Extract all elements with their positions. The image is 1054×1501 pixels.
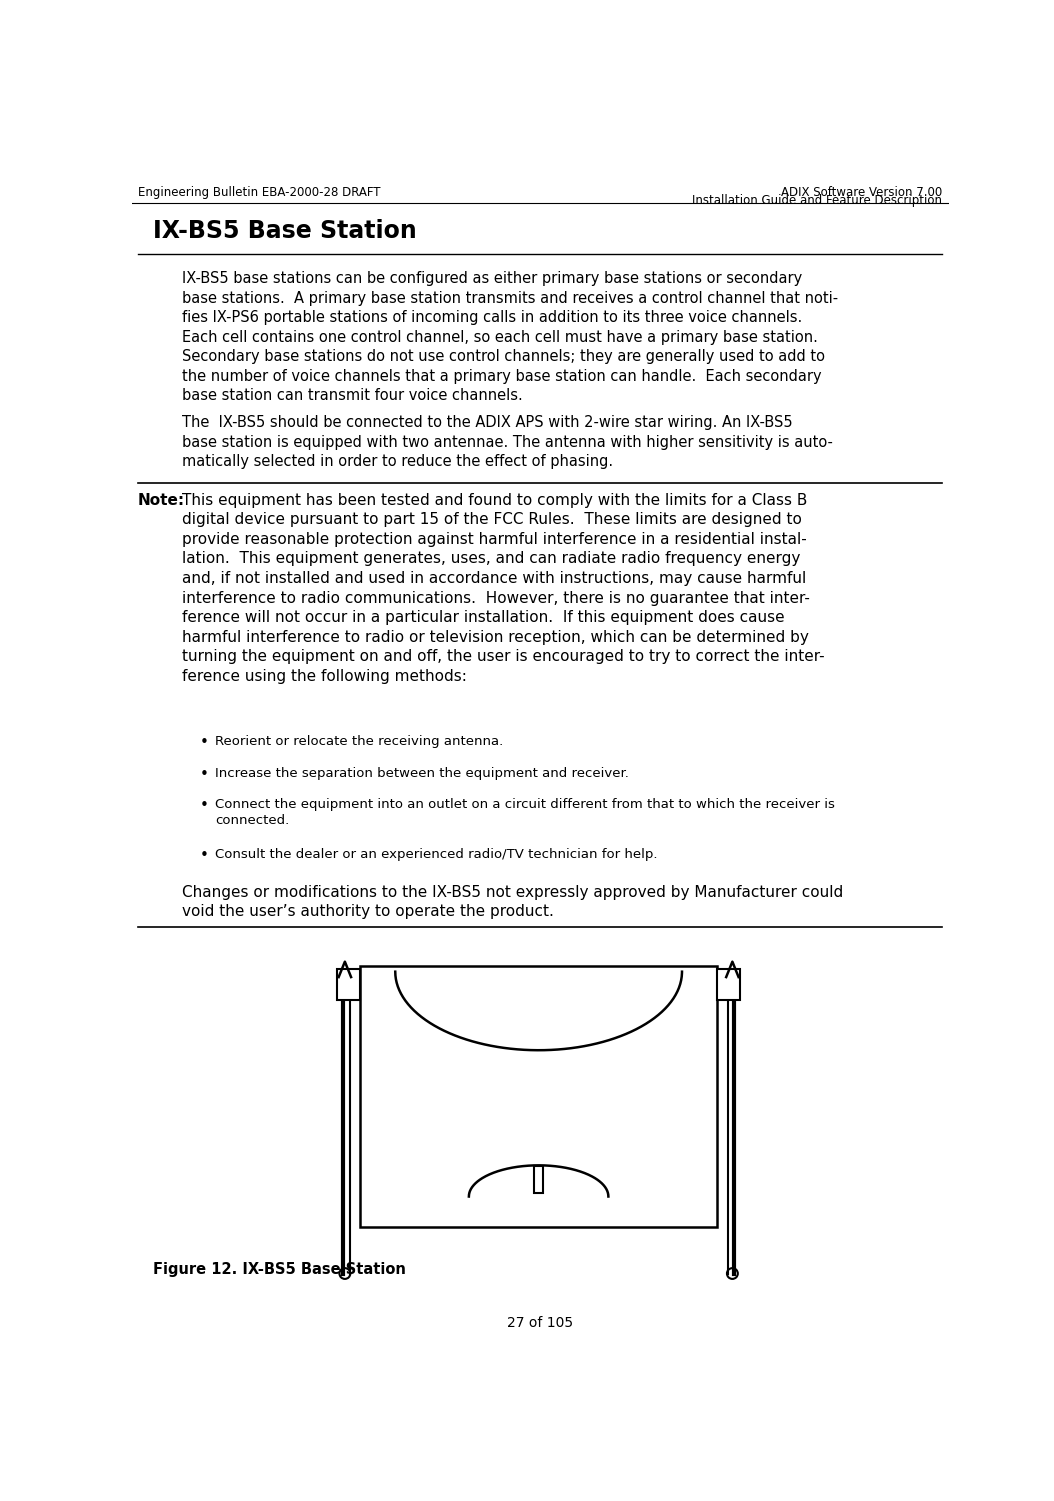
- Text: Figure 12. IX-BS5 Base Station: Figure 12. IX-BS5 Base Station: [154, 1262, 407, 1277]
- Text: Installation Guide and Feature Description: Installation Guide and Feature Descripti…: [692, 194, 942, 207]
- Text: The  IX-BS5 should be connected to the ADIX APS with 2-wire star wiring. An IX-B: The IX-BS5 should be connected to the AD…: [182, 414, 833, 470]
- Text: IX-BS5 base stations can be configured as either primary base stations or second: IX-BS5 base stations can be configured a…: [182, 272, 838, 404]
- Text: 27 of 105: 27 of 105: [507, 1316, 573, 1330]
- Text: Note:: Note:: [138, 492, 186, 507]
- Text: Reorient or relocate the receiving antenna.: Reorient or relocate the receiving anten…: [215, 734, 504, 747]
- Text: Consult the dealer or an experienced radio/TV technician for help.: Consult the dealer or an experienced rad…: [215, 848, 658, 862]
- Bar: [360, 965, 717, 1228]
- Bar: [534, 1166, 543, 1193]
- Text: •: •: [200, 797, 209, 812]
- Text: IX-BS5 Base Station: IX-BS5 Base Station: [154, 219, 417, 243]
- Text: Increase the separation between the equipment and receiver.: Increase the separation between the equi…: [215, 767, 629, 781]
- Text: Engineering Bulletin EBA-2000-28 DRAFT: Engineering Bulletin EBA-2000-28 DRAFT: [138, 186, 380, 200]
- Text: Connect the equipment into an outlet on a circuit different from that to which t: Connect the equipment into an outlet on …: [215, 797, 836, 827]
- Text: •: •: [200, 767, 209, 782]
- Text: •: •: [200, 848, 209, 863]
- Text: This equipment has been tested and found to comply with the limits for a Class B: This equipment has been tested and found…: [182, 492, 824, 684]
- Text: •: •: [200, 734, 209, 749]
- Bar: [717, 970, 740, 1000]
- Text: ADIX Software Version 7.00: ADIX Software Version 7.00: [781, 186, 942, 198]
- Text: Changes or modifications to the IX-BS5 not expressly approved by Manufacturer co: Changes or modifications to the IX-BS5 n…: [182, 884, 843, 919]
- Bar: [337, 970, 360, 1000]
